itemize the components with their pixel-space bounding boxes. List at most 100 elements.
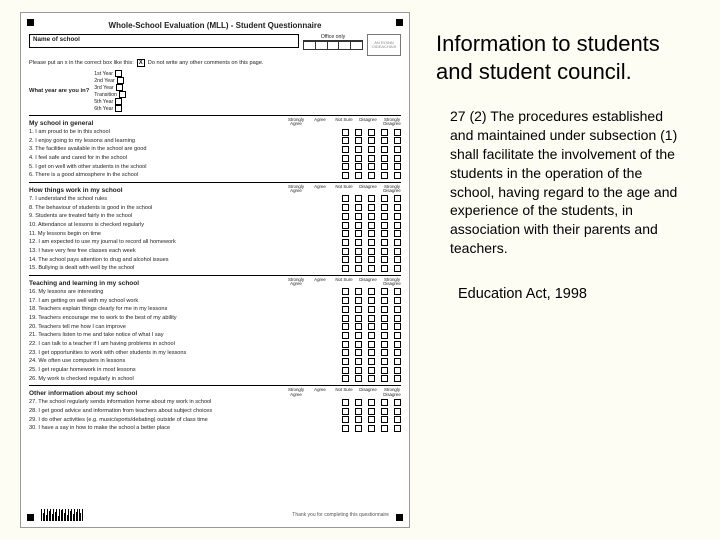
answer-checkbox[interactable] bbox=[342, 172, 349, 179]
answer-checkbox[interactable] bbox=[368, 172, 375, 179]
answer-checkbox[interactable] bbox=[368, 349, 375, 356]
office-cell[interactable] bbox=[339, 41, 351, 50]
answer-checkbox[interactable] bbox=[381, 416, 388, 423]
answer-checkbox[interactable] bbox=[368, 230, 375, 237]
answer-checkbox[interactable] bbox=[394, 399, 401, 406]
answer-checkbox[interactable] bbox=[342, 332, 349, 339]
answer-checkbox[interactable] bbox=[381, 323, 388, 330]
answer-checkbox[interactable] bbox=[355, 288, 362, 295]
answer-checkbox[interactable] bbox=[368, 248, 375, 255]
answer-checkbox[interactable] bbox=[368, 146, 375, 153]
answer-checkbox[interactable] bbox=[342, 155, 349, 162]
answer-checkbox[interactable] bbox=[368, 332, 375, 339]
answer-checkbox[interactable] bbox=[355, 213, 362, 220]
answer-checkbox[interactable] bbox=[368, 239, 375, 246]
answer-checkbox[interactable] bbox=[394, 172, 401, 179]
answer-checkbox[interactable] bbox=[355, 297, 362, 304]
answer-checkbox[interactable] bbox=[355, 399, 362, 406]
answer-checkbox[interactable] bbox=[381, 230, 388, 237]
answer-checkbox[interactable] bbox=[381, 332, 388, 339]
office-cell[interactable] bbox=[303, 41, 316, 50]
answer-checkbox[interactable] bbox=[394, 425, 401, 432]
answer-checkbox[interactable] bbox=[394, 265, 401, 272]
office-cell[interactable] bbox=[316, 41, 328, 50]
answer-checkbox[interactable] bbox=[368, 323, 375, 330]
answer-checkbox[interactable] bbox=[368, 358, 375, 365]
answer-checkbox[interactable] bbox=[355, 248, 362, 255]
office-cell[interactable] bbox=[351, 41, 363, 50]
answer-checkbox[interactable] bbox=[355, 323, 362, 330]
answer-checkbox[interactable] bbox=[381, 222, 388, 229]
answer-checkbox[interactable] bbox=[342, 297, 349, 304]
answer-checkbox[interactable] bbox=[368, 213, 375, 220]
answer-checkbox[interactable] bbox=[381, 256, 388, 263]
answer-checkbox[interactable] bbox=[381, 315, 388, 322]
answer-checkbox[interactable] bbox=[394, 349, 401, 356]
answer-checkbox[interactable] bbox=[381, 137, 388, 144]
answer-checkbox[interactable] bbox=[342, 306, 349, 313]
answer-checkbox[interactable] bbox=[368, 265, 375, 272]
answer-checkbox[interactable] bbox=[355, 265, 362, 272]
answer-checkbox[interactable] bbox=[355, 416, 362, 423]
answer-checkbox[interactable] bbox=[355, 155, 362, 162]
answer-checkbox[interactable] bbox=[342, 195, 349, 202]
answer-checkbox[interactable] bbox=[381, 155, 388, 162]
year-checkbox[interactable] bbox=[115, 105, 122, 112]
answer-checkbox[interactable] bbox=[355, 408, 362, 415]
answer-checkbox[interactable] bbox=[342, 425, 349, 432]
answer-checkbox[interactable] bbox=[394, 146, 401, 153]
answer-checkbox[interactable] bbox=[342, 213, 349, 220]
answer-checkbox[interactable] bbox=[381, 341, 388, 348]
answer-checkbox[interactable] bbox=[394, 137, 401, 144]
answer-checkbox[interactable] bbox=[355, 332, 362, 339]
answer-checkbox[interactable] bbox=[368, 155, 375, 162]
answer-checkbox[interactable] bbox=[381, 358, 388, 365]
answer-checkbox[interactable] bbox=[342, 367, 349, 374]
answer-checkbox[interactable] bbox=[342, 239, 349, 246]
answer-checkbox[interactable] bbox=[394, 213, 401, 220]
answer-checkbox[interactable] bbox=[368, 399, 375, 406]
answer-checkbox[interactable] bbox=[342, 248, 349, 255]
answer-checkbox[interactable] bbox=[381, 425, 388, 432]
year-checkbox[interactable] bbox=[116, 84, 123, 91]
answer-checkbox[interactable] bbox=[342, 137, 349, 144]
answer-checkbox[interactable] bbox=[381, 195, 388, 202]
answer-checkbox[interactable] bbox=[381, 213, 388, 220]
answer-checkbox[interactable] bbox=[394, 341, 401, 348]
answer-checkbox[interactable] bbox=[394, 129, 401, 136]
answer-checkbox[interactable] bbox=[368, 297, 375, 304]
answer-checkbox[interactable] bbox=[368, 129, 375, 136]
answer-checkbox[interactable] bbox=[355, 146, 362, 153]
answer-checkbox[interactable] bbox=[394, 204, 401, 211]
answer-checkbox[interactable] bbox=[394, 155, 401, 162]
answer-checkbox[interactable] bbox=[342, 163, 349, 170]
answer-checkbox[interactable] bbox=[394, 416, 401, 423]
answer-checkbox[interactable] bbox=[394, 163, 401, 170]
school-name-field[interactable]: Name of school bbox=[29, 34, 299, 48]
answer-checkbox[interactable] bbox=[342, 349, 349, 356]
answer-checkbox[interactable] bbox=[394, 358, 401, 365]
answer-checkbox[interactable] bbox=[394, 315, 401, 322]
answer-checkbox[interactable] bbox=[394, 375, 401, 382]
answer-checkbox[interactable] bbox=[381, 163, 388, 170]
answer-checkbox[interactable] bbox=[381, 265, 388, 272]
answer-checkbox[interactable] bbox=[342, 315, 349, 322]
answer-checkbox[interactable] bbox=[355, 375, 362, 382]
answer-checkbox[interactable] bbox=[342, 288, 349, 295]
answer-checkbox[interactable] bbox=[355, 129, 362, 136]
answer-checkbox[interactable] bbox=[394, 248, 401, 255]
answer-checkbox[interactable] bbox=[394, 288, 401, 295]
answer-checkbox[interactable] bbox=[355, 204, 362, 211]
answer-checkbox[interactable] bbox=[368, 341, 375, 348]
answer-checkbox[interactable] bbox=[342, 375, 349, 382]
answer-checkbox[interactable] bbox=[381, 172, 388, 179]
answer-checkbox[interactable] bbox=[381, 367, 388, 374]
answer-checkbox[interactable] bbox=[342, 358, 349, 365]
answer-checkbox[interactable] bbox=[368, 408, 375, 415]
answer-checkbox[interactable] bbox=[394, 222, 401, 229]
answer-checkbox[interactable] bbox=[342, 129, 349, 136]
answer-checkbox[interactable] bbox=[394, 408, 401, 415]
answer-checkbox[interactable] bbox=[355, 425, 362, 432]
answer-checkbox[interactable] bbox=[355, 315, 362, 322]
answer-checkbox[interactable] bbox=[381, 288, 388, 295]
